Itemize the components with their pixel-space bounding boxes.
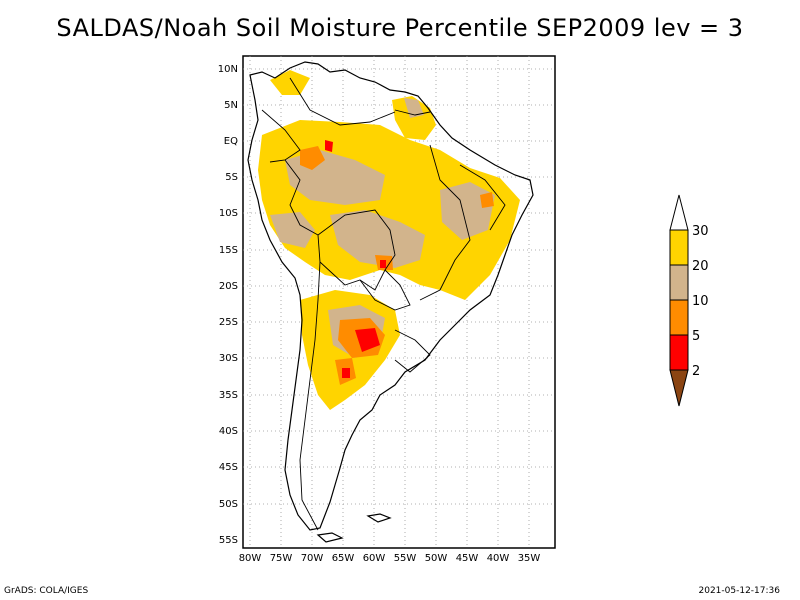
lon-tick-label: 65W	[332, 553, 355, 564]
field-yellow-patch	[270, 70, 310, 95]
lat-tick-label: 40S	[219, 426, 238, 437]
border-brazil-states	[419, 144, 471, 301]
colorbar-label: 2	[692, 364, 700, 379]
lat-axis: 10N 5N EQ 5S 10S 15S 20S 25S 30S 35S 40S…	[218, 64, 238, 546]
lon-tick-label: 60W	[363, 553, 386, 564]
border-venezuela	[289, 77, 396, 126]
lat-tick-label: 50S	[219, 499, 238, 510]
lon-tick-label: 80W	[239, 553, 262, 564]
colorbar	[669, 194, 689, 407]
colorbar-label: 20	[692, 259, 709, 274]
footer-timestamp: 2021-05-12-17:36	[698, 586, 781, 596]
border-bolivia-south	[317, 234, 386, 291]
lat-tick-label: 25S	[219, 317, 238, 328]
lon-tick-label: 50W	[425, 553, 448, 564]
lat-tick-label: 20S	[219, 281, 238, 292]
field-orange-5	[480, 192, 494, 208]
border-colombia	[261, 109, 301, 163]
border-peru-brazil	[284, 159, 319, 236]
lat-tick-label: 5N	[224, 100, 238, 111]
colorbar-label: 10	[692, 294, 709, 309]
border-guianas	[394, 109, 431, 116]
field-tan-3	[270, 212, 315, 248]
lat-tick-label: 10N	[218, 64, 238, 75]
soil-moisture-field	[258, 70, 520, 410]
map-title: SALDAS/Noah Soil Moisture Percentile SEP…	[56, 14, 744, 42]
field-yellow-north	[392, 96, 436, 140]
colorbar-cap-top	[669, 194, 689, 231]
field-red-4	[380, 260, 386, 268]
field-tan-2	[330, 210, 425, 268]
colorbar-label: 5	[692, 329, 700, 344]
lon-tick-label: 45W	[456, 553, 479, 564]
border-brazil-states-2	[459, 164, 506, 231]
coastline	[247, 61, 534, 543]
colorbar-bin-10-20	[669, 264, 689, 301]
colorbar-bin-5-10	[669, 299, 689, 336]
field-tan-6	[404, 98, 424, 118]
lat-tick-label: 15S	[219, 245, 238, 256]
border-brazil-bolivia	[317, 209, 396, 271]
tierra-del-fuego-outline	[316, 532, 344, 543]
border-paraguay	[359, 269, 411, 311]
lat-tick-label: EQ	[224, 136, 238, 147]
footer-credit: GrADS: COLA/IGES	[4, 586, 89, 596]
lon-tick-label: 70W	[301, 553, 324, 564]
border-uruguay	[394, 329, 431, 373]
lon-axis: 80W 75W 70W 65W 60W 55W 50W 45W 40W 35W	[239, 553, 541, 564]
lon-tick-label: 35W	[518, 553, 541, 564]
colorbar-cap-bottom	[669, 369, 689, 407]
lon-tick-label: 55W	[394, 553, 417, 564]
lon-tick-label: 75W	[270, 553, 293, 564]
country-borders	[261, 77, 506, 531]
lat-tick-label: 10S	[219, 208, 238, 219]
falklands-outline	[366, 513, 392, 523]
lon-tick-label: 40W	[487, 553, 510, 564]
colorbar-label: 30	[692, 224, 709, 239]
border-chile-argentina	[299, 261, 321, 531]
map-frame	[242, 55, 556, 549]
field-red-3	[342, 368, 350, 378]
lat-tick-label: 35S	[219, 390, 238, 401]
colorbar-bin-2-5	[669, 334, 689, 371]
lat-tick-label: 5S	[225, 172, 238, 183]
south-america-outline	[247, 61, 534, 531]
lat-tick-label: 45S	[219, 462, 238, 473]
colorbar-bin-20-30	[669, 229, 689, 266]
field-red-1	[355, 328, 380, 352]
field-orange-2	[300, 146, 325, 170]
lat-tick-label: 30S	[219, 353, 238, 364]
colorbar-labels: 30 20 10 5 2	[692, 224, 709, 379]
lat-tick-label: 55S	[219, 535, 238, 546]
field-red-2	[325, 140, 333, 152]
